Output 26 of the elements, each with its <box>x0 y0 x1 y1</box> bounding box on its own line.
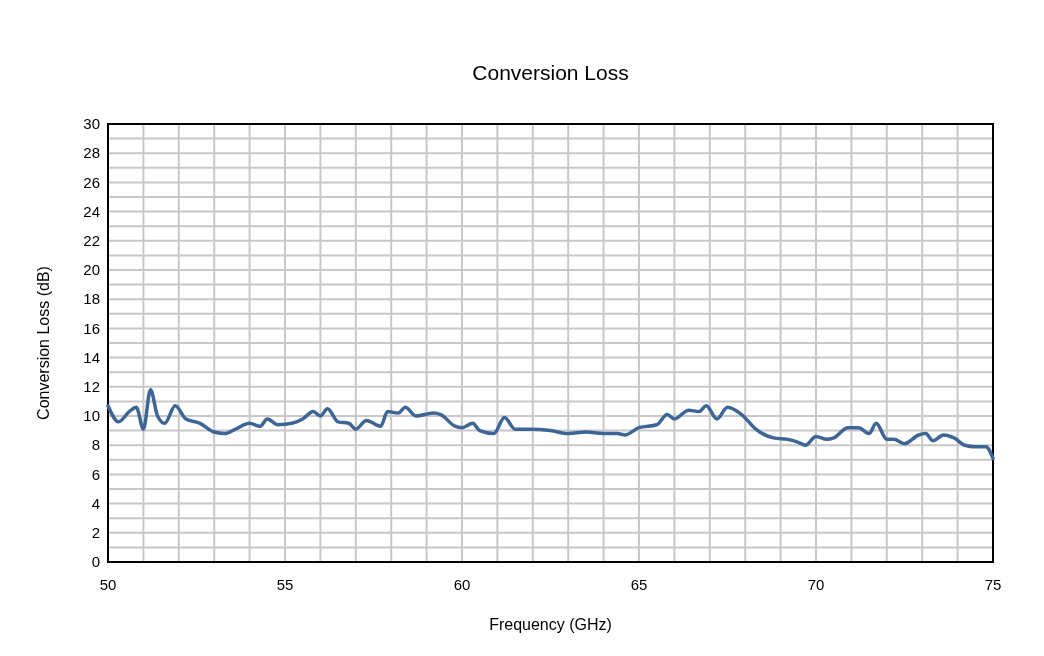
line-series <box>106 387 995 461</box>
y-tick-label: 6 <box>91 465 100 483</box>
y-tick-label: 16 <box>83 319 100 337</box>
y-tick-label: 10 <box>83 407 100 425</box>
y-tick-label: 12 <box>83 378 100 396</box>
y-tick-label: 18 <box>83 290 100 308</box>
y-tick-label: 2 <box>91 524 100 542</box>
y-tick-label: 30 <box>83 115 100 133</box>
y-tick-label: 26 <box>83 173 100 191</box>
y-tick-label: 28 <box>83 144 100 162</box>
y-tick-label: 24 <box>83 202 100 220</box>
y-axis-title: Conversion Loss (dB) <box>35 266 52 420</box>
x-axis-title: Frequency (GHz) <box>489 616 612 633</box>
x-tick-label: 55 <box>276 576 294 593</box>
y-tick-label: 8 <box>91 436 100 454</box>
y-tick-label: 22 <box>83 232 100 250</box>
x-tick-label: 75 <box>984 576 1002 593</box>
y-tick-label: 14 <box>83 348 100 366</box>
x-tick-label: 60 <box>453 576 471 593</box>
x-tick-label: 65 <box>630 576 648 593</box>
y-tick-label: 4 <box>91 494 100 512</box>
x-tick-label: 70 <box>807 576 825 593</box>
y-tick-label: 0 <box>91 553 100 571</box>
x-tick-label: 50 <box>99 576 117 593</box>
y-tick-label: 20 <box>83 261 100 279</box>
chart-title: Conversion Loss <box>472 61 629 84</box>
